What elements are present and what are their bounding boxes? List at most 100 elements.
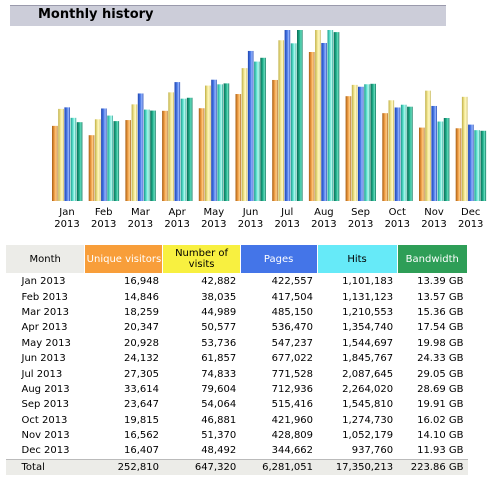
- bar-hits: [180, 98, 187, 201]
- cell-bandwidth: 19.91 GB: [417, 399, 464, 411]
- bar-bandwidth: [297, 30, 303, 201]
- x-tick-month: Oct: [389, 207, 406, 218]
- cell-month: Mar 2013: [21, 306, 70, 318]
- bar-pages: [211, 79, 217, 201]
- cell-pages: 771,528: [271, 368, 314, 380]
- cell-visits: 54,064: [201, 399, 237, 411]
- table-row: Feb 2013 14,846 38,035 417,504 1,131,123 13.5…: [6, 289, 468, 304]
- column-header-pages: Pages: [239, 244, 318, 274]
- cell-visits: 79,604: [201, 383, 237, 395]
- cell-bandwidth: 17.54 GB: [417, 322, 464, 334]
- x-tick-year: 2013: [311, 219, 336, 230]
- bar-hits: [70, 117, 77, 201]
- x-tick-month: May: [203, 207, 224, 218]
- bar-unique-visitors: [162, 110, 168, 201]
- table-row: Sep 2013 23,647 54,064 515,416 1,545,810 19.9…: [6, 397, 468, 412]
- bar-visits: [351, 84, 358, 201]
- x-tick-month: Apr: [168, 207, 186, 218]
- cell-pages: 422,557: [271, 276, 314, 288]
- section-header: Monthly history: [10, 5, 446, 26]
- cell-visits: 74,833: [201, 368, 237, 380]
- table-row: Oct 2013 19,815 46,881 421,960 1,274,730 16.0…: [6, 413, 468, 428]
- cell-visitors: 33,614: [123, 383, 159, 395]
- cell-month: Feb 2013: [21, 291, 68, 303]
- cell-hits: 1,845,767: [342, 353, 394, 365]
- total-hits: 17,350,213: [317, 458, 398, 476]
- cell-pages: 515,416: [271, 399, 314, 411]
- cell-pages: 677,022: [271, 353, 314, 365]
- bar-hits: [254, 61, 260, 201]
- column-header-hits: Hits: [316, 244, 398, 274]
- section-title: Monthly history: [38, 7, 154, 22]
- cell-hits: 1,131,123: [342, 291, 394, 303]
- bar-bandwidth: [76, 122, 83, 201]
- bar-hits: [290, 43, 297, 202]
- table-total-row: Total 252,810 647,320 6,281,051 17,350,213 22…: [5, 458, 468, 476]
- total-bandwidth: 223.86 GB: [397, 458, 468, 476]
- cell-pages: 421,960: [271, 414, 314, 426]
- bar-unique-visitors: [198, 108, 205, 201]
- x-tick-month: Dec: [461, 207, 480, 218]
- x-tick-year: 2013: [164, 219, 189, 230]
- cell-pages: 547,237: [271, 337, 314, 349]
- bar-hits: [474, 130, 480, 201]
- cell-hits: 1,101,183: [342, 276, 394, 288]
- bar-bandwidth: [150, 110, 156, 201]
- cell-hits: 2,264,020: [342, 383, 394, 395]
- total-visitors: 252,810: [84, 458, 163, 476]
- bar-unique-visitors: [272, 79, 278, 201]
- cell-pages: 485,150: [271, 306, 314, 318]
- cell-bandwidth: 16.02 GB: [417, 414, 464, 426]
- cell-month: Aug 2013: [21, 383, 70, 395]
- column-header-bandwidth: Bandwidth: [396, 244, 469, 274]
- x-tick-month: Nov: [424, 207, 444, 218]
- x-tick-year: 2013: [238, 219, 263, 230]
- bar-unique-visitors: [382, 113, 388, 201]
- column-header-visits: Number of visits: [162, 244, 241, 274]
- cell-visitors: 16,562: [123, 430, 159, 442]
- table-row: Jun 2013 24,132 61,857 677,022 1,845,767 24.3…: [6, 351, 468, 366]
- cell-bandwidth: 29.05 GB: [417, 368, 464, 380]
- table-row: Apr 2013 20,347 50,577 536,470 1,354,740 17.5…: [6, 320, 468, 335]
- cell-visitors: 18,259: [123, 306, 159, 318]
- bar-pages: [174, 82, 181, 201]
- cell-month: Jun 2013: [21, 353, 66, 365]
- x-tick-year: 2013: [421, 219, 446, 230]
- table-row: Jan 2013 16,948 42,882 422,557 1,101,183 13.3…: [6, 274, 468, 290]
- bar-unique-visitors: [52, 125, 58, 201]
- bar-pages: [247, 50, 254, 201]
- table-row: Nov 2013 16,562 51,370 428,809 1,052,179 14.1…: [6, 428, 468, 443]
- x-tick-month: Sep: [351, 207, 370, 218]
- bar-bandwidth: [260, 57, 266, 202]
- cell-month: Sep 2013: [21, 399, 69, 411]
- x-tick-year: 2013: [54, 219, 79, 230]
- column-header-visitors: Unique visitors: [84, 244, 164, 274]
- x-tick-month: Jun: [242, 207, 259, 218]
- bar-hits: [144, 109, 150, 201]
- bar-visits: [168, 92, 174, 201]
- table-row: Mar 2013 18,259 44,989 485,150 1,210,553 15.3…: [6, 305, 468, 320]
- table-header-row: Month Unique visitors Number of visits P…: [4, 244, 469, 274]
- bar-visits: [388, 100, 395, 201]
- cell-visits: 51,370: [201, 430, 237, 442]
- cell-visitors: 19,815: [123, 414, 159, 426]
- bar-visits: [131, 104, 138, 201]
- cell-pages: 344,662: [271, 445, 314, 457]
- x-tick-year: 2013: [91, 219, 116, 230]
- bar-pages: [137, 93, 144, 201]
- bar-visits: [461, 96, 468, 201]
- cell-hits: 2,087,645: [342, 368, 394, 380]
- cell-visits: 44,989: [201, 306, 237, 318]
- bar-unique-visitors: [235, 94, 242, 201]
- cell-bandwidth: 13.39 GB: [417, 276, 464, 288]
- table-row: Aug 2013 33,614 79,604 712,936 2,264,020 28.6…: [6, 382, 468, 397]
- cell-visits: 53,736: [201, 337, 237, 349]
- monthly-history-chart: Jan2013Feb2013Mar2013Apr2013May2013Jun20…: [52, 30, 487, 230]
- x-tick-month: Aug: [314, 207, 334, 218]
- cell-pages: 536,470: [271, 322, 314, 334]
- cell-bandwidth: 28.69 GB: [417, 383, 464, 395]
- cell-bandwidth: 13.57 GB: [417, 291, 464, 303]
- x-tick-month: Jan: [58, 207, 74, 218]
- cell-visitors: 16,407: [123, 445, 159, 457]
- bar-pages: [394, 107, 401, 201]
